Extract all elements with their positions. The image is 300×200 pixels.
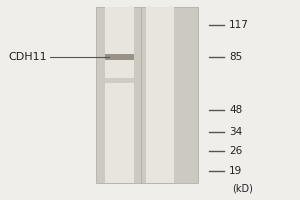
- Text: 85: 85: [229, 52, 242, 62]
- Text: (kD): (kD): [232, 184, 253, 194]
- Text: 19: 19: [229, 166, 242, 176]
- Text: 34: 34: [229, 127, 242, 137]
- FancyBboxPatch shape: [146, 7, 174, 183]
- Text: 117: 117: [229, 20, 249, 30]
- Text: 48: 48: [229, 105, 242, 115]
- Text: 26: 26: [229, 146, 242, 156]
- FancyBboxPatch shape: [105, 54, 134, 60]
- FancyBboxPatch shape: [96, 7, 197, 183]
- FancyBboxPatch shape: [105, 78, 134, 83]
- Text: CDH11: CDH11: [9, 52, 47, 62]
- FancyBboxPatch shape: [105, 7, 134, 183]
